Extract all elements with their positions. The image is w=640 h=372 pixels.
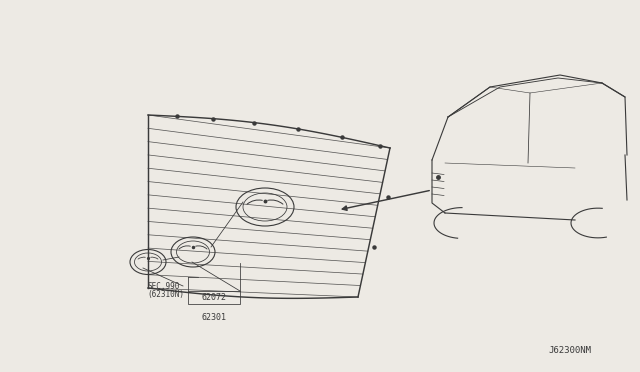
Bar	[188, 291, 240, 304]
Text: SEC.990: SEC.990	[147, 282, 179, 291]
Text: (62310N): (62310N)	[147, 290, 184, 299]
Text: 62072: 62072	[202, 293, 227, 302]
Text: J62300NM: J62300NM	[548, 346, 591, 355]
Text: 62301: 62301	[202, 313, 227, 322]
